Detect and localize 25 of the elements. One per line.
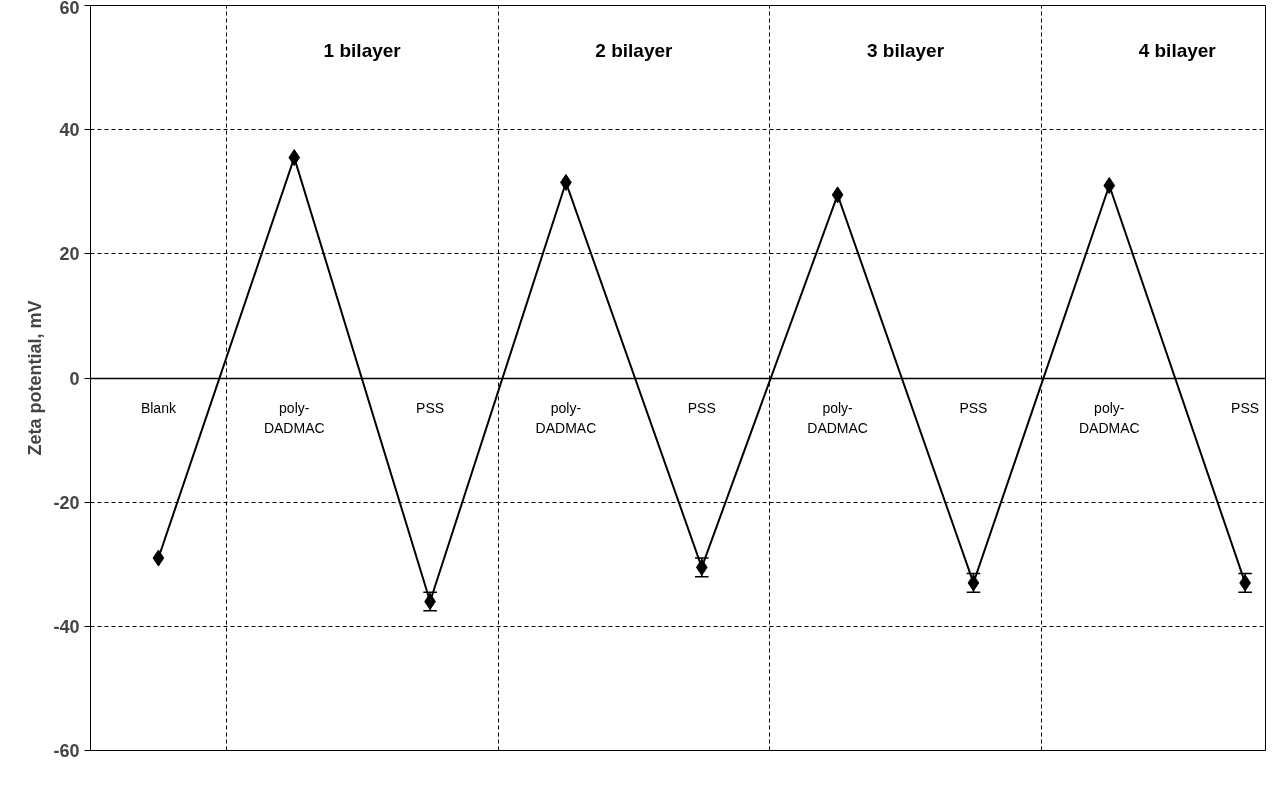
- x-tick-label: Blank: [140, 400, 177, 417]
- y-tick-label: 20: [59, 244, 80, 265]
- x-tick-label: PSS: [416, 400, 445, 417]
- point: [1103, 177, 1116, 195]
- x-tick-label: PSS: [687, 400, 716, 417]
- point: [152, 549, 165, 567]
- y-tick-label: 60: [59, 0, 80, 18]
- y-tick-label: -40: [53, 616, 80, 637]
- x-tick-label: poly- DADMAC: [807, 400, 868, 436]
- x-tick-label: PSS: [1231, 400, 1260, 417]
- y-tick-label: 40: [59, 120, 80, 141]
- y-tick-label: -20: [53, 492, 80, 513]
- x-tick-label: poly- DADMAC: [1078, 400, 1140, 436]
- x-tick-label: PSS: [959, 400, 988, 417]
- x-tick-label: poly- DADMAC: [263, 400, 325, 436]
- point: [288, 149, 301, 167]
- annotation: 1 bilayer: [323, 39, 402, 61]
- point: [831, 186, 844, 204]
- annotation: 4 bilayer: [1138, 39, 1217, 61]
- y-tick-label: 0: [69, 368, 80, 389]
- x-tick-label: poly- DADMAC: [535, 400, 597, 436]
- annotation: 3 bilayer: [866, 39, 945, 61]
- y-tick-label: -60: [53, 741, 80, 761]
- annotation: 2 bilayer: [595, 39, 674, 61]
- y-axis-title: Zeta potential, mV: [25, 300, 46, 456]
